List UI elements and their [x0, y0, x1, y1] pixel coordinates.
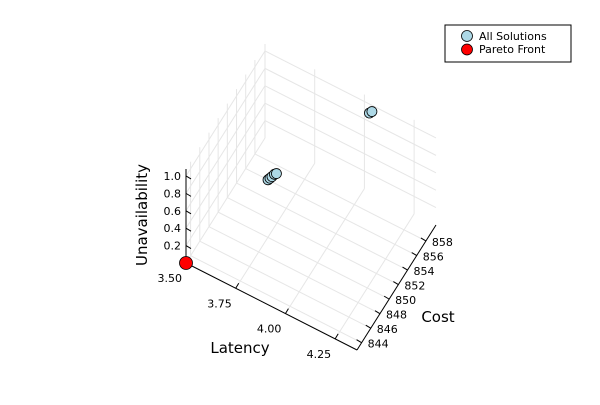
- legend-marker-pareto-front: [461, 43, 473, 56]
- y-tick-label: 852: [404, 280, 425, 293]
- y-tick-mark: [420, 237, 427, 242]
- z-tick-mark: [185, 175, 192, 180]
- y-tick-mark: [374, 310, 381, 315]
- solution-point: [271, 168, 282, 179]
- pareto-front-point: [179, 256, 193, 270]
- x-tick-label: 4.25: [307, 348, 332, 361]
- grid-line-cost: [208, 226, 381, 315]
- z-tick-label: 1.0: [164, 170, 182, 183]
- axes: Latency Cost Unavailability 3.50 3.75 4.00…: [133, 164, 455, 361]
- z-tick-label: 0.6: [164, 205, 182, 218]
- y-tick-label: 844: [368, 338, 389, 351]
- y-tick-label: 858: [432, 236, 453, 249]
- y-axis-line: [356, 224, 437, 351]
- legend: All Solutions Pareto Front: [444, 24, 572, 63]
- data-points: [179, 106, 378, 270]
- grid-lines: [185, 44, 437, 344]
- legend-marker-all-solutions: [461, 30, 473, 42]
- x-tick-label: 3.75: [207, 297, 232, 310]
- y-tick-label: 856: [423, 251, 444, 264]
- z-tick-label: 0.2: [164, 240, 182, 253]
- grid-line-cost: [199, 240, 372, 329]
- x-axis-label: Latency: [210, 339, 269, 357]
- y-tick-mark: [365, 324, 372, 329]
- grid-line-latency: [235, 163, 316, 289]
- z-tick-mark: [185, 192, 192, 197]
- z-tick-mark: [185, 245, 192, 250]
- grid-line-cost: [227, 197, 399, 286]
- grid-line-unavailability: [264, 102, 437, 191]
- y-tick-mark: [393, 281, 399, 286]
- legend-label-all-solutions: All Solutions: [479, 30, 547, 43]
- x-tick-mark: [334, 333, 339, 340]
- y-tick-label: 850: [395, 294, 416, 307]
- x-tick-mark: [284, 308, 289, 314]
- grid-line-unavailability: [264, 85, 437, 174]
- z-tick-label: 0.8: [164, 187, 182, 200]
- grid-line-unavailability: [185, 85, 266, 212]
- grid-line-unavailability: [264, 120, 437, 209]
- z-tick-mark: [185, 227, 192, 232]
- grid-line-latency: [185, 137, 266, 264]
- legend-label-pareto-front: Pareto Front: [479, 43, 546, 56]
- y-tick-mark: [383, 295, 390, 300]
- y-tick-label: 848: [386, 309, 407, 322]
- grid-line-cost: [254, 153, 427, 242]
- grid-line-cost: [236, 182, 408, 271]
- x-axis-line: [185, 262, 358, 351]
- grid-line-unavailability: [185, 50, 266, 177]
- y-tick-label: 854: [414, 265, 435, 278]
- z-tick-label: 0.4: [164, 222, 182, 235]
- solution-point: [366, 106, 378, 117]
- z-axis-label: Unavailability: [133, 164, 151, 266]
- y-axis-label: Cost: [421, 308, 454, 326]
- grid-line-unavailability: [185, 102, 266, 229]
- y-tick-label: 846: [377, 323, 398, 336]
- grid-line-unavailability: [264, 50, 437, 139]
- grid-line-unavailability: [264, 67, 437, 156]
- grid-line-latency: [334, 213, 415, 340]
- y-tick-mark: [411, 252, 417, 256]
- grid-line-unavailability: [185, 120, 266, 246]
- grid-line-unavailability: [185, 68, 266, 194]
- x-tick-mark: [235, 283, 240, 289]
- grid-line-cost: [245, 168, 417, 256]
- grid-line-cost: [190, 255, 362, 344]
- z-tick-mark: [185, 210, 192, 215]
- x-tick-label: 3.50: [158, 272, 183, 285]
- y-tick-mark: [402, 266, 408, 271]
- y-tick-mark: [356, 339, 362, 344]
- x-tick-label: 4.00: [257, 323, 282, 336]
- grid-line-cost: [217, 211, 390, 300]
- grid-line-latency: [284, 188, 365, 314]
